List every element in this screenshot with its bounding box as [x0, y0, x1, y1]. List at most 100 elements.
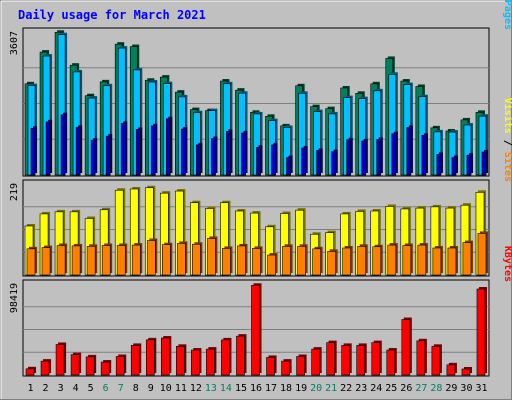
kbytes-day-22	[341, 343, 352, 376]
kbytes-day-25	[386, 348, 397, 376]
kbytes-day-16	[251, 283, 262, 376]
visits-day-11	[175, 189, 188, 276]
x-tick-label: 13	[205, 383, 217, 394]
pages-bar	[301, 147, 306, 176]
hits-day-24	[370, 81, 383, 176]
sites-bar	[342, 247, 352, 276]
hits-day-27	[415, 84, 428, 176]
kbytes-day-20	[311, 347, 322, 376]
kbytes-bar	[130, 345, 140, 376]
panel-kbytes: 98419 KBytes	[9, 246, 512, 377]
kbytes-day-6	[100, 360, 112, 376]
pages-bar	[286, 157, 291, 176]
visits-day-1	[24, 223, 38, 276]
pages-bar	[165, 118, 171, 176]
x-tick-label: 9	[148, 383, 154, 394]
x-tick-label: 31	[475, 383, 487, 394]
hits-day-1	[24, 81, 38, 176]
pages-bar	[361, 140, 367, 176]
visits-day-30	[460, 203, 473, 276]
sites-bar	[477, 233, 487, 276]
pages-bar	[481, 151, 487, 176]
kbytes-bar	[476, 288, 486, 376]
kbytes-day-21	[326, 340, 337, 376]
pages-bar	[90, 139, 96, 176]
sites-bar	[447, 247, 457, 276]
kbytes-bar	[311, 348, 320, 376]
kbytes-bar	[100, 361, 110, 376]
visits-day-26	[400, 206, 413, 276]
hits-day-16	[250, 110, 263, 176]
pages-bar	[271, 144, 276, 176]
kbytes-bar	[371, 342, 381, 376]
pages-bar	[181, 128, 186, 176]
kbytes-day-23	[356, 343, 367, 376]
pages-bar	[30, 127, 36, 176]
x-tick-label: 15	[235, 383, 247, 394]
sites-bar	[192, 243, 201, 276]
hits-day-21	[325, 106, 338, 176]
x-tick-label: 30	[460, 383, 472, 394]
pages-bar	[391, 133, 397, 176]
hits-day-3	[54, 30, 68, 176]
visits-day-20	[310, 232, 323, 276]
hits-day-11	[175, 90, 188, 176]
sites-bar	[417, 244, 427, 276]
hits-day-19	[295, 83, 308, 176]
ylabel-kbytes-part-0: KBytes	[502, 246, 512, 282]
kbytes-bar	[326, 342, 335, 376]
hits-day-7	[114, 42, 128, 176]
sites-bar	[432, 247, 442, 276]
visits-day-13	[205, 206, 218, 276]
visits-day-18	[280, 211, 293, 276]
pages-bar	[241, 132, 246, 176]
visits-day-8	[129, 186, 143, 276]
sites-bar	[372, 246, 382, 276]
kbytes-bar	[251, 285, 260, 376]
pages-bar	[346, 139, 352, 176]
hits-day-20	[310, 104, 323, 176]
hits-day-23	[355, 91, 368, 176]
x-tick-label: 27	[415, 383, 427, 394]
visits-day-22	[340, 211, 353, 276]
pages-bar	[316, 150, 321, 176]
pages-bar	[120, 123, 126, 176]
ylabel-kbytes: KBytes	[502, 246, 512, 282]
visits-day-15	[235, 209, 248, 276]
kbytes-bar	[431, 346, 441, 376]
kbytes-day-4	[70, 352, 82, 376]
kbytes-bar	[236, 335, 245, 376]
kbytes-bar	[160, 337, 170, 376]
x-tick-label: 21	[325, 383, 337, 394]
sites-bar	[41, 247, 51, 276]
visits-day-25	[385, 204, 398, 276]
sites-bar	[387, 244, 397, 276]
sites-bar	[207, 238, 216, 276]
sites-bar	[312, 248, 321, 276]
hits-day-9	[144, 78, 158, 176]
pages-bar	[105, 135, 111, 176]
x-tick-label: 14	[220, 383, 232, 394]
visits-day-29	[445, 206, 458, 276]
kbytes-bar	[356, 345, 366, 376]
visits-day-6	[99, 207, 113, 276]
pages-bar	[451, 157, 457, 176]
ylabel-visits-part-2: Sites	[502, 152, 512, 182]
kbytes-bar	[191, 349, 200, 376]
pages-bar	[256, 146, 261, 176]
hits-day-15	[235, 88, 248, 176]
ylabel-visits-part-0: Visits	[502, 98, 512, 134]
sites-bar	[402, 245, 412, 276]
hits-day-8	[129, 44, 143, 176]
visits-day-4	[69, 209, 83, 276]
kbytes-bar	[386, 349, 396, 376]
sites-bar	[222, 248, 231, 276]
kbytes-day-7	[115, 354, 127, 376]
kbytes-day-26	[401, 317, 412, 376]
sites-bar	[252, 248, 261, 276]
hits-day-14	[220, 79, 233, 176]
sites-bar	[161, 244, 171, 276]
hits-day-25	[385, 56, 398, 176]
sites-bar	[237, 245, 246, 276]
